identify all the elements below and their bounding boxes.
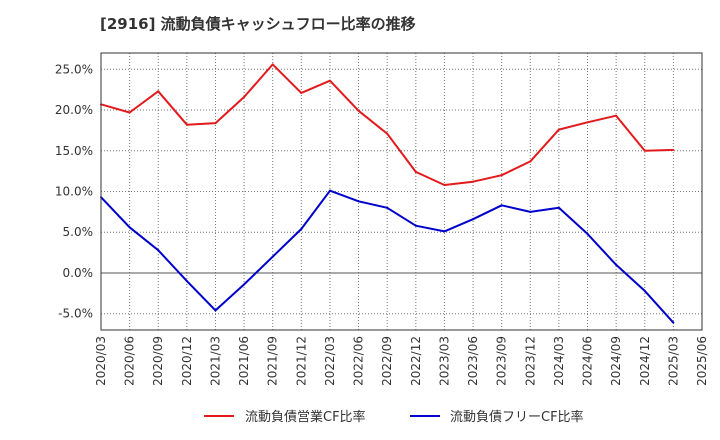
data-point: [328, 189, 331, 192]
data-point: [472, 180, 475, 183]
x-tick-label: 2023/06: [466, 336, 480, 386]
data-point: [357, 109, 360, 112]
y-tick-label: 5.0%: [63, 225, 94, 239]
x-tick-label: 2021/03: [208, 336, 222, 386]
data-point: [214, 122, 217, 125]
x-tick-label: 2023/09: [495, 336, 509, 386]
data-point: [500, 174, 503, 177]
data-point: [128, 226, 131, 229]
x-tick-label: 2020/03: [94, 336, 108, 386]
y-tick-label: 0.0%: [63, 266, 94, 280]
legend-item-operating-cf: 流動負債営業CF比率: [204, 409, 366, 425]
data-point: [185, 123, 188, 126]
x-tick-label: 2023/03: [437, 336, 451, 386]
data-point: [300, 91, 303, 94]
data-point: [672, 321, 675, 324]
data-point: [586, 232, 589, 235]
x-tick-label: 2024/06: [581, 336, 595, 386]
x-tick-label: 2021/09: [266, 336, 280, 386]
y-tick-label: 15.0%: [55, 144, 93, 158]
data-point: [185, 280, 188, 283]
y-tick-label: -5.0%: [58, 307, 93, 321]
data-point: [443, 183, 446, 186]
x-tick-label: 2020/06: [123, 336, 137, 386]
x-tick-label: 2020/09: [151, 336, 165, 386]
data-point: [214, 309, 217, 312]
x-tick-label: 2024/03: [552, 336, 566, 386]
data-point: [615, 263, 618, 266]
data-point: [586, 121, 589, 124]
data-point: [357, 200, 360, 203]
x-tick-label: 2025/06: [695, 336, 709, 386]
data-point: [271, 63, 274, 66]
data-point: [386, 132, 389, 135]
data-point: [672, 148, 675, 151]
x-tick-label: 2021/06: [237, 336, 251, 386]
x-tick-label: 2020/12: [180, 336, 194, 386]
x-tick-label: 2023/12: [523, 336, 537, 386]
x-tick-label: 2022/03: [323, 336, 337, 386]
data-point: [615, 114, 618, 117]
data-point: [271, 255, 274, 258]
legend-label: 流動負債フリーCF比率: [450, 409, 584, 425]
x-tick-label: 2021/12: [294, 336, 308, 386]
data-point: [529, 160, 532, 163]
x-tick-label: 2024/09: [609, 336, 623, 386]
data-point: [128, 111, 131, 114]
data-point: [157, 249, 160, 252]
y-tick-label: 10.0%: [55, 185, 93, 199]
legend-label: 流動負債営業CF比率: [245, 409, 366, 425]
data-point: [386, 206, 389, 209]
chart-title: [2916] 流動負債キャッシュフロー比率の推移: [100, 15, 416, 33]
data-point: [500, 204, 503, 207]
plot-area-frame: [100, 52, 703, 331]
data-point: [557, 128, 560, 131]
x-tick-label: 2025/03: [666, 336, 680, 386]
data-point: [300, 227, 303, 230]
data-point: [328, 79, 331, 82]
data-point: [243, 95, 246, 98]
y-tick-label: 20.0%: [55, 103, 93, 117]
data-point: [414, 224, 417, 227]
x-tick-label: 2022/06: [352, 336, 366, 386]
data-point: [443, 230, 446, 233]
data-point: [157, 90, 160, 93]
x-tick-label: 2022/12: [409, 336, 423, 386]
data-point: [643, 149, 646, 152]
y-tick-label: 25.0%: [55, 62, 93, 76]
x-tick-label: 2022/09: [380, 336, 394, 386]
data-point: [557, 206, 560, 209]
data-point: [414, 170, 417, 173]
legend-item-free-cf: 流動負債フリーCF比率: [410, 409, 584, 425]
x-tick-label: 2024/12: [638, 336, 652, 386]
data-point: [529, 210, 532, 213]
data-point: [643, 289, 646, 292]
data-point: [472, 218, 475, 221]
data-point: [243, 283, 246, 286]
